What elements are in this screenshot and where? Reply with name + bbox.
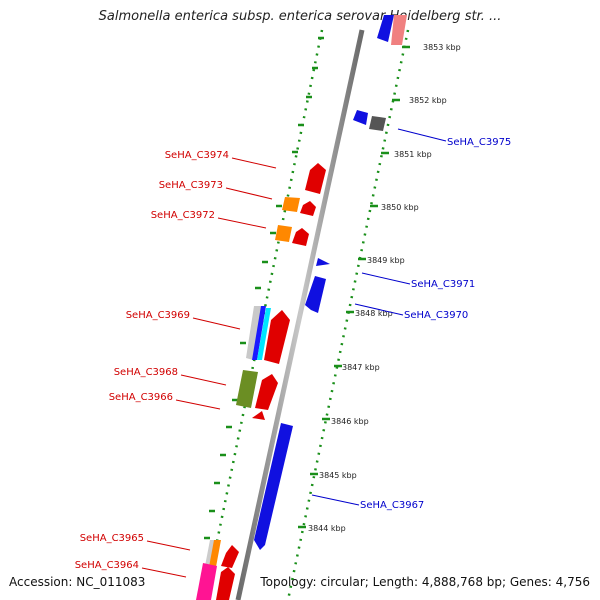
- tick-labels: 3853 kbp 3852 kbp 3851 kbp 3850 kbp 3849…: [308, 43, 461, 533]
- gene-block[interactable]: [196, 563, 217, 600]
- gene-block[interactable]: [209, 540, 221, 567]
- reverse-gene-labels: SeHA_C3975 SeHA_C3971 SeHA_C3970 SeHA_C3…: [360, 137, 511, 511]
- gene-block[interactable]: [236, 370, 258, 408]
- forward-leaders: [141, 157, 277, 578]
- tick-label: 3850 kbp: [381, 203, 419, 212]
- topology-text: Topology: circular; Length: 4,888,768 bp…: [260, 575, 590, 589]
- tick-label: 3849 kbp: [367, 256, 405, 265]
- gene-label[interactable]: SeHA_C3974: [165, 150, 229, 161]
- gene-label[interactable]: SeHA_C3964: [75, 560, 139, 571]
- gene-block[interactable]: [292, 228, 309, 246]
- minor-ticks: [204, 36, 324, 540]
- gene-block[interactable]: [391, 15, 407, 45]
- gene-block[interactable]: [252, 306, 266, 360]
- gene-label[interactable]: SeHA_C3967: [360, 500, 424, 511]
- gene-block[interactable]: [300, 201, 316, 216]
- tick-label: 3845 kbp: [319, 471, 357, 480]
- gene-label[interactable]: SeHA_C3968: [114, 367, 178, 378]
- gene-block[interactable]: [254, 423, 293, 550]
- gene-block[interactable]: [246, 306, 262, 360]
- gene-block[interactable]: [305, 163, 326, 194]
- tick-label: 3844 kbp: [308, 524, 346, 533]
- gene-label[interactable]: SeHA_C3975: [447, 137, 511, 148]
- inner-dotted-track: [286, 29, 410, 600]
- gene-label[interactable]: SeHA_C3969: [126, 310, 190, 321]
- gene-block[interactable]: [257, 308, 271, 360]
- gene-label[interactable]: SeHA_C3965: [80, 533, 144, 544]
- gene-label[interactable]: SeHA_C3966: [109, 392, 173, 403]
- gene-label[interactable]: SeHA_C3973: [159, 180, 223, 191]
- gene-label[interactable]: SeHA_C3971: [411, 279, 475, 290]
- gene-block[interactable]: [264, 310, 290, 364]
- accession-text: Accession: NC_011083: [9, 575, 146, 589]
- gene-block[interactable]: [252, 411, 265, 420]
- gene-block[interactable]: [369, 116, 386, 131]
- forward-strand-genes: [196, 163, 326, 600]
- gene-block[interactable]: [216, 567, 235, 600]
- tick-label: 3848 kbp: [355, 309, 393, 318]
- gene-block[interactable]: [353, 110, 368, 125]
- tick-label: 3847 kbp: [342, 363, 380, 372]
- gene-block[interactable]: [305, 276, 326, 313]
- major-ticks: [298, 45, 410, 529]
- tick-label: 3853 kbp: [423, 43, 461, 52]
- gene-block[interactable]: [221, 545, 239, 568]
- tick-label: 3846 kbp: [331, 417, 369, 426]
- forward-gene-labels: SeHA_C3974 SeHA_C3973 SeHA_C3972 SeHA_C3…: [75, 150, 229, 571]
- gene-block[interactable]: [282, 197, 300, 212]
- reverse-strand-genes: [254, 15, 407, 550]
- gene-label[interactable]: SeHA_C3972: [151, 210, 215, 221]
- gene-block[interactable]: [316, 258, 330, 266]
- gene-label[interactable]: SeHA_C3970: [404, 310, 468, 321]
- gene-block[interactable]: [275, 225, 292, 242]
- gene-block[interactable]: [255, 374, 278, 410]
- reverse-leaders: [311, 128, 447, 506]
- tick-label: 3852 kbp: [409, 96, 447, 105]
- gene-block[interactable]: [377, 15, 394, 42]
- genome-backbone: [235, 29, 365, 600]
- tick-label: 3851 kbp: [394, 150, 432, 159]
